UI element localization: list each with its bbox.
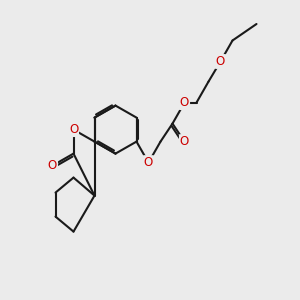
Text: O: O: [180, 96, 189, 109]
Text: O: O: [180, 135, 189, 148]
Text: O: O: [144, 156, 153, 169]
Text: O: O: [48, 159, 57, 172]
Text: O: O: [216, 55, 225, 68]
Text: O: O: [69, 123, 78, 136]
